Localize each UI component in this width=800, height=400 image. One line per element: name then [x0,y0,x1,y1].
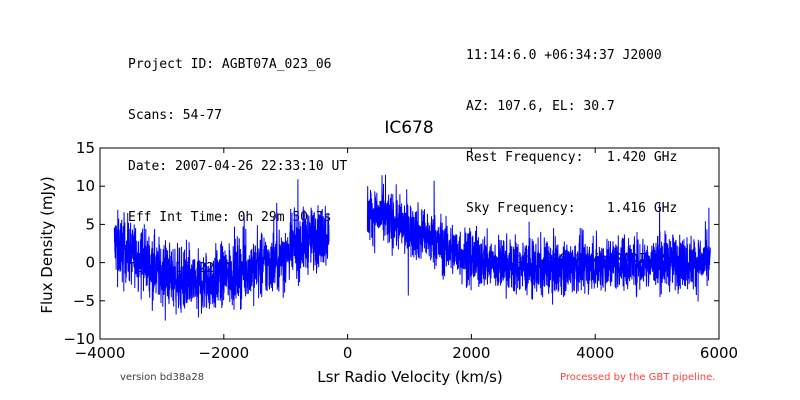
plot-area [113,174,711,321]
x-axis-label: Lsr Radio Velocity (km/s) [317,368,503,386]
x-tick-label: −4000 [75,344,126,362]
x-tick-label: 4000 [576,344,614,362]
y-tick-label: −10 [63,330,95,348]
spectrum-segment-2 [366,174,711,305]
az-el-line: AZ: 107.6, EL: 30.7 [466,99,615,114]
y-tick-label: 5 [85,215,95,233]
version-label: version bd38a28 [120,372,204,383]
x-tick-label: −2000 [198,344,249,362]
y-tick-label: 15 [76,139,95,157]
chart-title: IC678 [384,118,433,138]
y-tick-label: 0 [85,254,95,272]
sky-frequency-line: Sky Frequency: 1.416 GHz [466,201,678,216]
x-tick-label: 6000 [700,344,738,362]
y-tick-label: 10 [76,177,95,195]
x-tick-label: 0 [343,344,353,362]
y-axis: −10 −5 0 5 10 15 [63,139,719,348]
project-id-line: Project ID: AGBT07A_023_06 [128,57,332,72]
spectrum-segment-1 [113,179,330,321]
date-line: Date: 2007-04-26 22:33:10 UT [128,159,348,174]
coordinates-line: 11:14:6.0 +06:34:37 J2000 [466,48,662,63]
rest-frequency-line: Rest Frequency: 1.420 GHz [466,150,678,165]
y-axis-label: Flux Density (mJy) [38,176,56,313]
plot-frame [99,147,720,340]
x-tick-label: 2000 [452,344,490,362]
x-axis: −4000 −2000 0 2000 4000 6000 [75,148,738,362]
y-tick-label: −5 [73,292,95,310]
pipeline-label: Processed by the GBT pipeline. [560,372,715,383]
scans-line: Scans: 54-77 [128,108,222,123]
observation-info-left: Project ID: AGBT07A_023_06 Scans: 54-77 … [128,22,347,311]
